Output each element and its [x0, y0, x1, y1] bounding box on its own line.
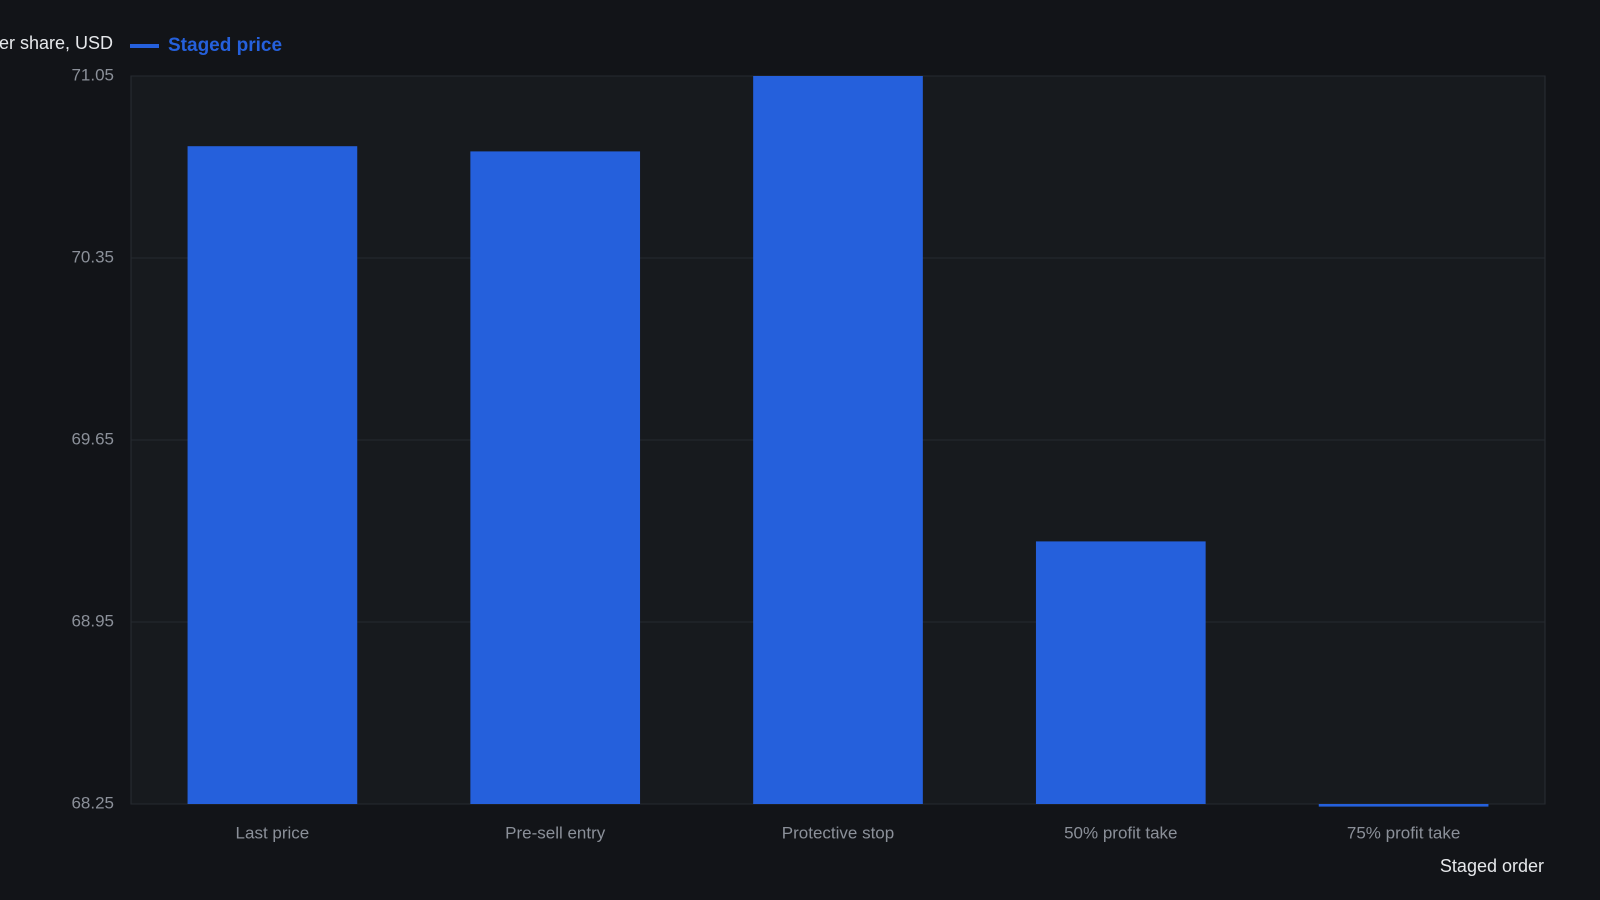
- legend-label: Staged price: [168, 35, 282, 56]
- bar: [187, 146, 358, 804]
- x-tick-label: Last price: [236, 823, 310, 842]
- y-tick-label: 70.35: [71, 247, 114, 266]
- bar: [753, 76, 923, 804]
- x-tick-label: 50% profit take: [1064, 823, 1177, 842]
- y-tick-label: 69.65: [71, 429, 114, 448]
- bar: [1318, 804, 1489, 807]
- bar: [1035, 541, 1206, 804]
- y-axis-title: Price per share, USD: [0, 33, 113, 53]
- x-tick-label: Pre-sell entry: [505, 823, 606, 842]
- bar: [470, 151, 641, 804]
- x-axis-title: Staged order: [1440, 856, 1544, 876]
- y-tick-label: 68.95: [71, 611, 114, 630]
- y-tick-label: 71.05: [71, 65, 114, 84]
- y-tick-label: 68.25: [71, 793, 114, 812]
- x-tick-label: 75% profit take: [1347, 823, 1460, 842]
- x-tick-label: Protective stop: [782, 823, 894, 842]
